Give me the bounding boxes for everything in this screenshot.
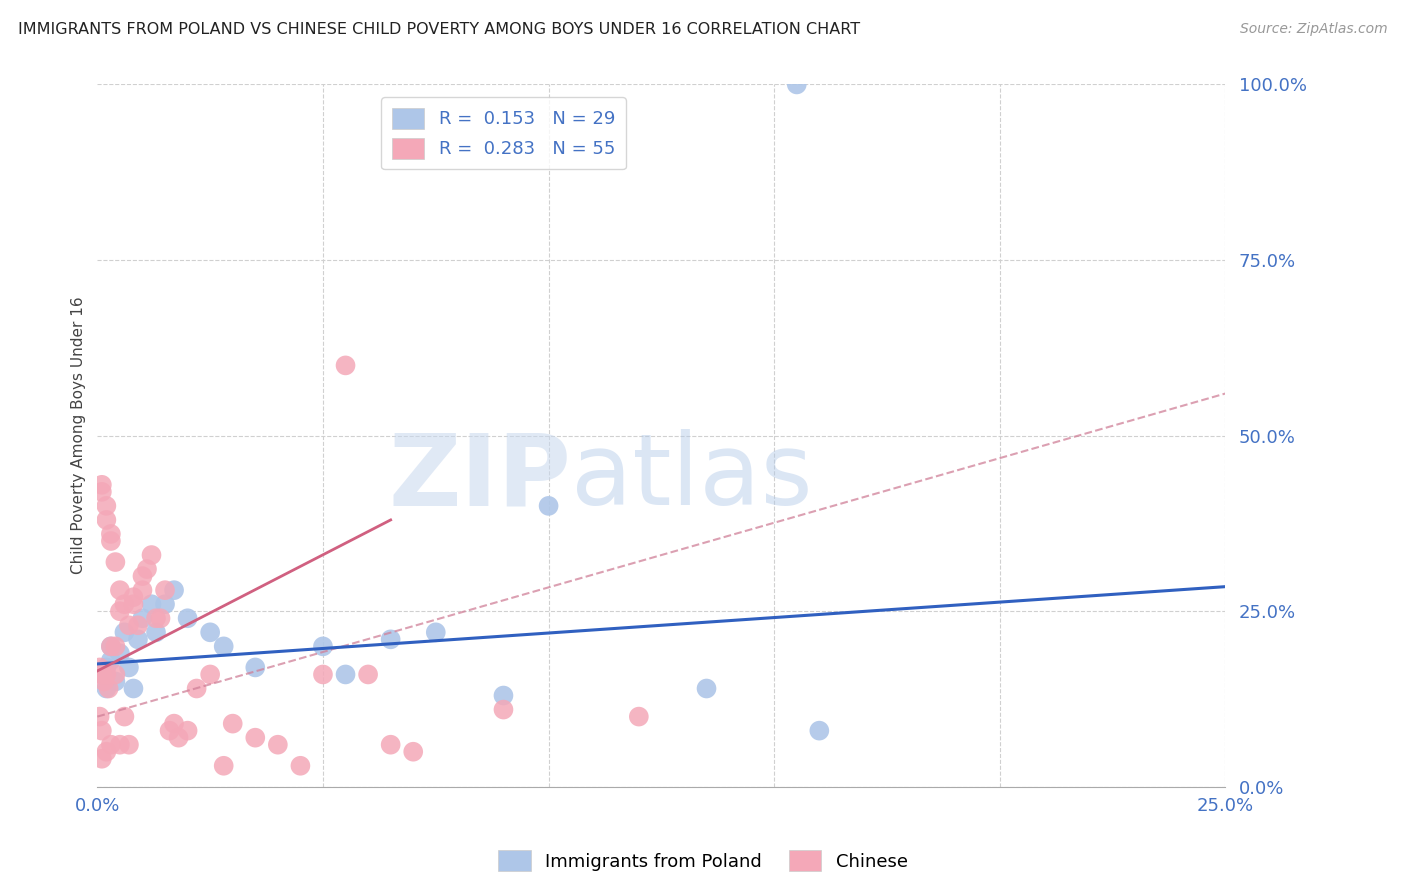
Point: [167, 731, 190, 745]
Point: [145, 625, 167, 640]
Point: [100, 738, 122, 752]
Point: [335, 667, 357, 681]
Point: [141, 548, 163, 562]
Point: [122, 681, 145, 696]
Point: [118, 738, 141, 752]
Point: [163, 716, 186, 731]
Point: [90, 752, 112, 766]
Point: [108, 583, 131, 598]
Point: [425, 625, 447, 640]
Point: [112, 597, 135, 611]
Point: [335, 359, 357, 373]
Point: [96, 513, 118, 527]
Point: [136, 562, 159, 576]
Point: [163, 583, 186, 598]
Point: [96, 667, 118, 681]
Y-axis label: Child Poverty Among Boys Under 16: Child Poverty Among Boys Under 16: [72, 297, 86, 574]
Point: [212, 758, 235, 772]
Point: [312, 640, 335, 654]
Point: [198, 625, 221, 640]
Text: Source: ZipAtlas.com: Source: ZipAtlas.com: [1240, 22, 1388, 37]
Point: [696, 681, 718, 696]
Point: [380, 632, 402, 647]
Point: [127, 632, 149, 647]
Point: [492, 702, 515, 716]
Point: [96, 681, 118, 696]
Point: [357, 667, 380, 681]
Point: [90, 667, 112, 681]
Point: [97, 681, 120, 696]
Text: IMMIGRANTS FROM POLAND VS CHINESE CHILD POVERTY AMONG BOYS UNDER 16 CORRELATION : IMMIGRANTS FROM POLAND VS CHINESE CHILD …: [18, 22, 860, 37]
Point: [808, 723, 831, 738]
Point: [112, 709, 135, 723]
Point: [149, 611, 172, 625]
Legend: R =  0.153   N = 29, R =  0.283   N = 55: R = 0.153 N = 29, R = 0.283 N = 55: [381, 97, 626, 169]
Point: [131, 569, 153, 583]
Point: [108, 604, 131, 618]
Point: [267, 738, 290, 752]
Point: [90, 723, 112, 738]
Point: [537, 499, 560, 513]
Point: [112, 625, 135, 640]
Point: [153, 597, 176, 611]
Point: [245, 731, 267, 745]
Point: [100, 640, 122, 654]
Point: [212, 640, 235, 654]
Point: [108, 646, 131, 660]
Point: [786, 78, 808, 92]
Point: [245, 660, 267, 674]
Point: [492, 689, 515, 703]
Legend: Immigrants from Poland, Chinese: Immigrants from Poland, Chinese: [491, 843, 915, 879]
Point: [122, 597, 145, 611]
Point: [108, 738, 131, 752]
Point: [131, 583, 153, 598]
Text: atlas: atlas: [571, 429, 813, 526]
Point: [153, 583, 176, 598]
Point: [100, 534, 122, 549]
Point: [100, 527, 122, 541]
Point: [118, 660, 141, 674]
Point: [122, 590, 145, 604]
Point: [89, 660, 111, 674]
Point: [93, 674, 115, 689]
Point: [627, 709, 650, 723]
Point: [90, 478, 112, 492]
Point: [222, 716, 245, 731]
Point: [104, 674, 127, 689]
Point: [118, 618, 141, 632]
Point: [380, 738, 402, 752]
Point: [127, 618, 149, 632]
Point: [131, 611, 153, 625]
Point: [104, 667, 127, 681]
Point: [198, 667, 221, 681]
Text: ZIP: ZIP: [388, 429, 571, 526]
Point: [145, 611, 167, 625]
Point: [141, 597, 163, 611]
Point: [96, 745, 118, 759]
Point: [176, 611, 198, 625]
Point: [176, 723, 198, 738]
Point: [312, 667, 335, 681]
Point: [96, 499, 118, 513]
Point: [89, 709, 111, 723]
Point: [90, 667, 112, 681]
Point: [90, 484, 112, 499]
Point: [186, 681, 208, 696]
Point: [290, 758, 312, 772]
Point: [402, 745, 425, 759]
Point: [159, 723, 181, 738]
Point: [104, 555, 127, 569]
Point: [100, 653, 122, 667]
Point: [104, 640, 127, 654]
Point: [100, 640, 122, 654]
Point: [96, 660, 118, 674]
